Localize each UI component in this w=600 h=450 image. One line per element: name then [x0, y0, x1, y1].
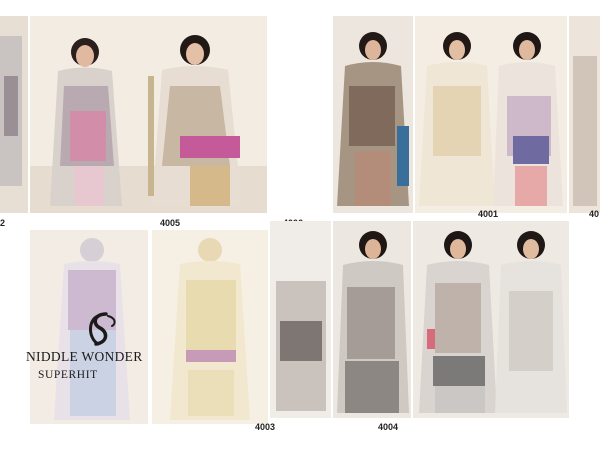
- product-photo-4001[interactable]: [415, 16, 567, 213]
- product-photo-left-edge[interactable]: [0, 16, 28, 213]
- brand-photo[interactable]: [30, 230, 148, 424]
- product-photo-left-pair[interactable]: [30, 16, 267, 213]
- product-photo-4006[interactable]: [333, 16, 413, 213]
- product-photo-4003[interactable]: [152, 230, 268, 424]
- brand-tagline: SUPERHIT: [38, 369, 98, 381]
- product-code-4001: 4001: [478, 209, 499, 219]
- brand-name: NIDDLE WONDER: [26, 349, 143, 364]
- product-code-4005: 4005: [160, 218, 181, 228]
- product-code-4004: 4004: [378, 422, 399, 432]
- product-code-right-edge: 40: [589, 209, 600, 219]
- product-code-left-edge: 2: [0, 218, 6, 228]
- product-photo-4004-left[interactable]: [333, 221, 411, 418]
- product-code-4003: 4003: [255, 422, 276, 432]
- product-photo-right-edge[interactable]: [569, 16, 600, 213]
- product-photo-4004-detail[interactable]: [270, 221, 331, 418]
- brand-monogram-icon: [89, 312, 116, 346]
- product-photo-4004[interactable]: [413, 221, 569, 418]
